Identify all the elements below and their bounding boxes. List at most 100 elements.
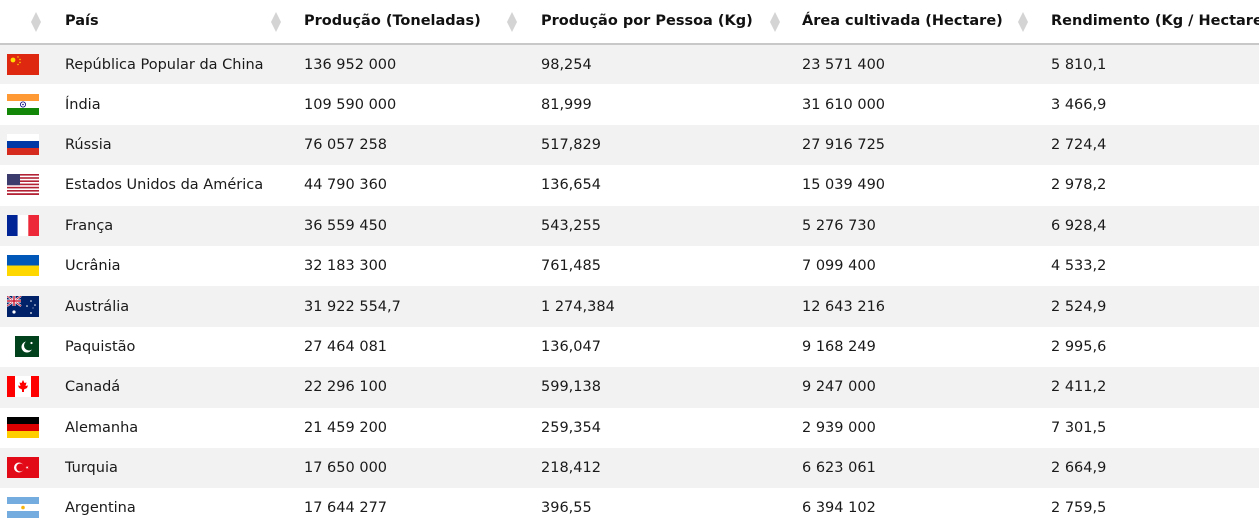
country-name: Turquia <box>65 460 118 477</box>
per-person-value: 396,55 <box>541 500 592 517</box>
sort-both-icon[interactable] <box>1018 12 1028 32</box>
table-row: Austrália 31 922 554,7 1 274,384 12 643 … <box>0 286 1259 327</box>
yield-value: 2 664,9 <box>1051 460 1107 477</box>
area-value: 5 276 730 <box>802 217 876 234</box>
table-row: França 36 559 450 543,255 5 276 730 6 92… <box>0 205 1259 246</box>
production-value: 136 952 000 <box>304 56 397 73</box>
area-value: 9 168 249 <box>802 338 876 355</box>
table-row: Alemanha 21 459 200 259,354 2 939 000 7 … <box>0 407 1259 448</box>
country-name: Rússia <box>65 136 112 153</box>
flag-cell <box>0 165 65 205</box>
header-label: Rendimento (Kg / Hectare) <box>1051 13 1259 29</box>
table-row: Estados Unidos da América 44 790 360 136… <box>0 165 1259 206</box>
per-person-value: 761,485 <box>541 258 601 275</box>
sort-both-icon[interactable] <box>31 12 41 32</box>
table-row: Argentina 17 644 277 396,55 6 394 102 2 … <box>0 488 1259 529</box>
production-value: 32 183 300 <box>304 258 388 275</box>
yield-value: 6 928,4 <box>1051 217 1107 234</box>
per-person-value: 1 274,384 <box>541 298 615 315</box>
flag-cell <box>0 125 65 165</box>
header-country[interactable]: País <box>65 0 304 44</box>
header-label: Área cultivada (Hectare) <box>802 13 1003 29</box>
yield-value: 7 301,5 <box>1051 419 1107 436</box>
header-yield[interactable]: Rendimento (Kg / Hectare) <box>1051 0 1259 44</box>
area-value: 12 643 216 <box>802 298 886 315</box>
flag-cell <box>0 286 65 326</box>
area-value: 31 610 000 <box>802 96 886 113</box>
header-production[interactable]: Produção (Toneladas) <box>304 0 541 44</box>
table-row: Paquistão 27 464 081 136,047 9 168 249 2… <box>0 326 1259 368</box>
yield-value: 2 995,6 <box>1051 338 1107 355</box>
yield-value: 3 466,9 <box>1051 96 1107 113</box>
per-person-value: 136,047 <box>541 338 601 355</box>
per-person-value: 259,354 <box>541 419 601 436</box>
yield-value: 5 810,1 <box>1051 56 1107 73</box>
country-name: França <box>65 217 114 234</box>
flag-cell <box>0 44 65 84</box>
flag-cell <box>0 488 65 528</box>
country-name: Canadá <box>65 379 121 396</box>
flag-cell <box>0 246 65 286</box>
yield-value: 4 533,2 <box>1051 258 1107 275</box>
table-row: Turquia 17 650 000 218,412 6 623 061 2 6… <box>0 447 1259 489</box>
table-row: Ucrânia 32 183 300 761,485 7 099 400 4 5… <box>0 245 1259 287</box>
header-label: Produção (Toneladas) <box>304 13 481 29</box>
flag-russia-icon <box>7 133 39 155</box>
yield-value: 2 411,2 <box>1051 379 1107 396</box>
sort-both-icon[interactable] <box>770 12 780 32</box>
flag-india-icon <box>7 93 39 115</box>
flag-argentina-icon <box>7 497 39 519</box>
flag-cell <box>0 206 65 246</box>
flag-france-icon <box>7 214 39 236</box>
production-value: 17 644 277 <box>304 500 388 517</box>
area-value: 6 394 102 <box>802 500 876 517</box>
header-label: Produção por Pessoa (Kg) <box>541 13 753 29</box>
production-value: 21 459 200 <box>304 419 388 436</box>
per-person-value: 136,654 <box>541 177 601 194</box>
flag-germany-icon <box>7 416 39 438</box>
per-person-value: 517,829 <box>541 136 601 153</box>
table-header-row: País Produção (Toneladas) Produção por P… <box>0 0 1259 44</box>
production-value: 36 559 450 <box>304 217 388 234</box>
area-value: 7 099 400 <box>802 258 876 275</box>
flag-usa-icon <box>7 174 39 196</box>
header-area[interactable]: Área cultivada (Hectare) <box>802 0 1051 44</box>
country-name: Estados Unidos da América <box>65 177 264 194</box>
country-name: Ucrânia <box>65 258 121 275</box>
area-value: 9 247 000 <box>802 379 876 396</box>
sort-both-icon[interactable] <box>271 12 281 32</box>
table-row: República Popular da China 136 952 000 9… <box>0 44 1259 85</box>
per-person-value: 599,138 <box>541 379 601 396</box>
flag-cell <box>0 408 65 448</box>
country-name: Paquistão <box>65 338 136 355</box>
yield-value: 2 978,2 <box>1051 177 1107 194</box>
area-value: 2 939 000 <box>802 419 876 436</box>
yield-value: 2 524,9 <box>1051 298 1107 315</box>
area-value: 23 571 400 <box>802 56 886 73</box>
header-flag[interactable] <box>0 0 65 44</box>
table-row: Canadá 22 296 100 599,138 9 247 000 2 41… <box>0 367 1259 408</box>
sort-both-icon[interactable] <box>507 12 517 32</box>
yield-value: 2 759,5 <box>1051 500 1107 517</box>
flag-cell <box>0 367 65 407</box>
yield-value: 2 724,4 <box>1051 136 1107 153</box>
area-value: 27 916 725 <box>802 136 886 153</box>
production-value: 76 057 258 <box>304 136 388 153</box>
per-person-value: 218,412 <box>541 460 601 477</box>
country-name: República Popular da China <box>65 56 264 73</box>
header-per-person[interactable]: Produção por Pessoa (Kg) <box>541 0 802 44</box>
country-name: Austrália <box>65 298 130 315</box>
flag-ukraine-icon <box>7 255 39 277</box>
flag-china-icon <box>7 53 39 75</box>
flag-cell <box>0 327 65 367</box>
flag-cell <box>0 448 65 488</box>
country-name: Argentina <box>65 500 136 517</box>
flag-australia-icon <box>7 295 39 317</box>
flag-cell <box>0 84 65 124</box>
table-row: Índia 109 590 000 81,999 31 610 000 3 46… <box>0 84 1259 125</box>
country-name: Alemanha <box>65 419 139 436</box>
table-row: Rússia 76 057 258 517,829 27 916 725 2 7… <box>0 124 1259 166</box>
per-person-value: 543,255 <box>541 217 601 234</box>
flag-pakistan-icon <box>15 335 39 357</box>
per-person-value: 98,254 <box>541 56 592 73</box>
